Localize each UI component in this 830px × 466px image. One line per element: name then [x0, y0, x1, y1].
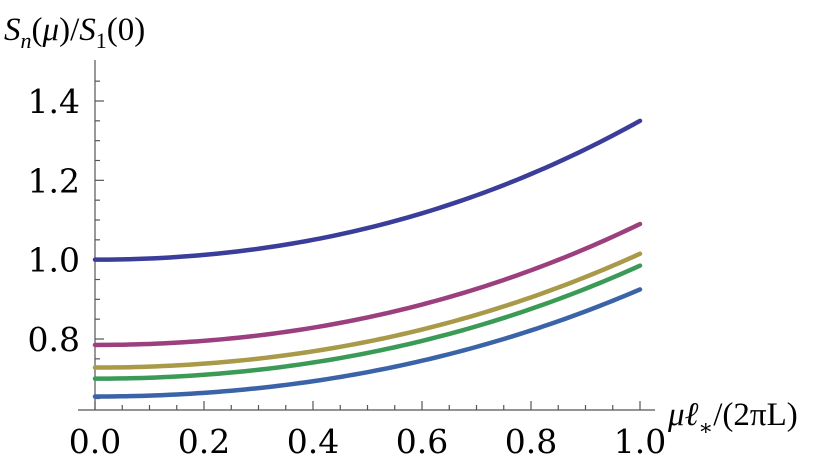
series-line-2	[92, 221, 643, 348]
x-tick-label: 0.8	[505, 422, 557, 461]
y-tick-label: 0.8	[28, 320, 80, 359]
series-line-4	[92, 263, 643, 381]
y-tick-label: 1.0	[28, 241, 80, 280]
y-axis-title: Sn(μ)/S1(0)	[4, 12, 145, 53]
x-tick-label: 0.2	[178, 422, 230, 461]
x-tick-label: 0.4	[287, 422, 339, 461]
series-line-5	[92, 287, 643, 399]
y-tick-label: 1.4	[28, 82, 80, 121]
svg-text:μℓ∗/(2πL): μℓ∗/(2πL)	[667, 397, 798, 440]
x-tick-label: 0.6	[396, 422, 448, 461]
y-tick-label: 1.2	[28, 161, 80, 200]
svg-text:Sn(μ)/S1(0): Sn(μ)/S1(0)	[4, 12, 145, 53]
x-axis-title: μℓ∗/(2πL)	[667, 397, 798, 440]
series-line-1	[92, 118, 643, 262]
x-tick-label: 0.0	[69, 422, 121, 461]
series-line-3	[92, 251, 643, 370]
x-tick-label: 1.0	[614, 422, 666, 461]
